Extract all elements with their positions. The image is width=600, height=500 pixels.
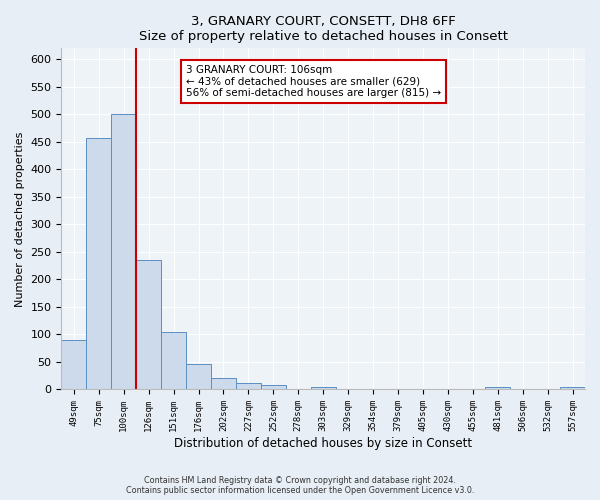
Text: Contains HM Land Registry data © Crown copyright and database right 2024.
Contai: Contains HM Land Registry data © Crown c… xyxy=(126,476,474,495)
Bar xyxy=(161,332,186,390)
Text: 3 GRANARY COURT: 106sqm
← 43% of detached houses are smaller (629)
56% of semi-d: 3 GRANARY COURT: 106sqm ← 43% of detache… xyxy=(186,65,441,98)
Bar xyxy=(236,383,261,390)
Bar xyxy=(211,378,236,390)
Bar xyxy=(261,385,286,390)
X-axis label: Distribution of detached houses by size in Consett: Distribution of detached houses by size … xyxy=(174,437,472,450)
Bar xyxy=(111,114,136,390)
Bar xyxy=(136,260,161,390)
Bar xyxy=(86,138,111,390)
Bar xyxy=(311,386,335,390)
Title: 3, GRANARY COURT, CONSETT, DH8 6FF
Size of property relative to detached houses : 3, GRANARY COURT, CONSETT, DH8 6FF Size … xyxy=(139,15,508,43)
Bar xyxy=(560,386,585,390)
Bar xyxy=(485,386,510,390)
Bar xyxy=(61,340,86,390)
Y-axis label: Number of detached properties: Number of detached properties xyxy=(15,131,25,306)
Bar xyxy=(186,364,211,390)
